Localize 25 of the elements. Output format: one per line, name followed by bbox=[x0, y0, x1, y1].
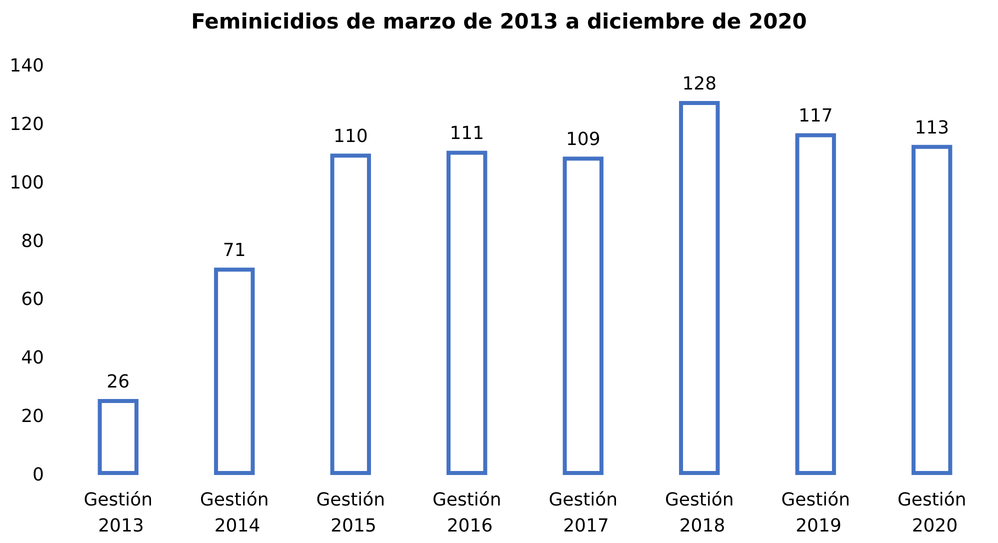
y-tick-label: 140 bbox=[10, 56, 44, 76]
y-tick-label: 0 bbox=[32, 464, 44, 486]
x-tick-label: Gestión 2017 bbox=[548, 490, 618, 536]
data-label: 113 bbox=[914, 117, 950, 138]
x-tick-label: Gestión 2020 bbox=[897, 490, 966, 536]
y-tick-label: 60 bbox=[21, 289, 44, 310]
data-label: 111 bbox=[450, 123, 484, 144]
x-tick-label: Gestión 2016 bbox=[432, 490, 502, 536]
data-label: 109 bbox=[566, 129, 600, 150]
y-tick-label: 20 bbox=[21, 406, 44, 428]
x-tick-label: Gestión 2013 bbox=[84, 490, 153, 536]
data-label: 117 bbox=[798, 106, 833, 127]
data-label: 110 bbox=[333, 126, 368, 148]
data-label: 128 bbox=[682, 74, 717, 95]
y-tick-label: 120 bbox=[10, 114, 44, 135]
y-tick-label: 40 bbox=[21, 348, 44, 369]
x-tick-label: Gestión 2019 bbox=[781, 490, 850, 536]
x-tick-label: Gestión 2015 bbox=[316, 490, 386, 536]
x-tick-label: Gestión 2014 bbox=[200, 490, 269, 536]
data-label: 71 bbox=[222, 240, 246, 262]
data-label: 26 bbox=[106, 372, 130, 393]
y-tick-label: 80 bbox=[21, 230, 44, 252]
chart-title: Feminicidios de marzo de 2013 a diciembre de 2020 bbox=[191, 10, 807, 34]
y-tick-label: 100 bbox=[10, 172, 44, 194]
x-tick-label: Gestión 2018 bbox=[664, 490, 734, 536]
